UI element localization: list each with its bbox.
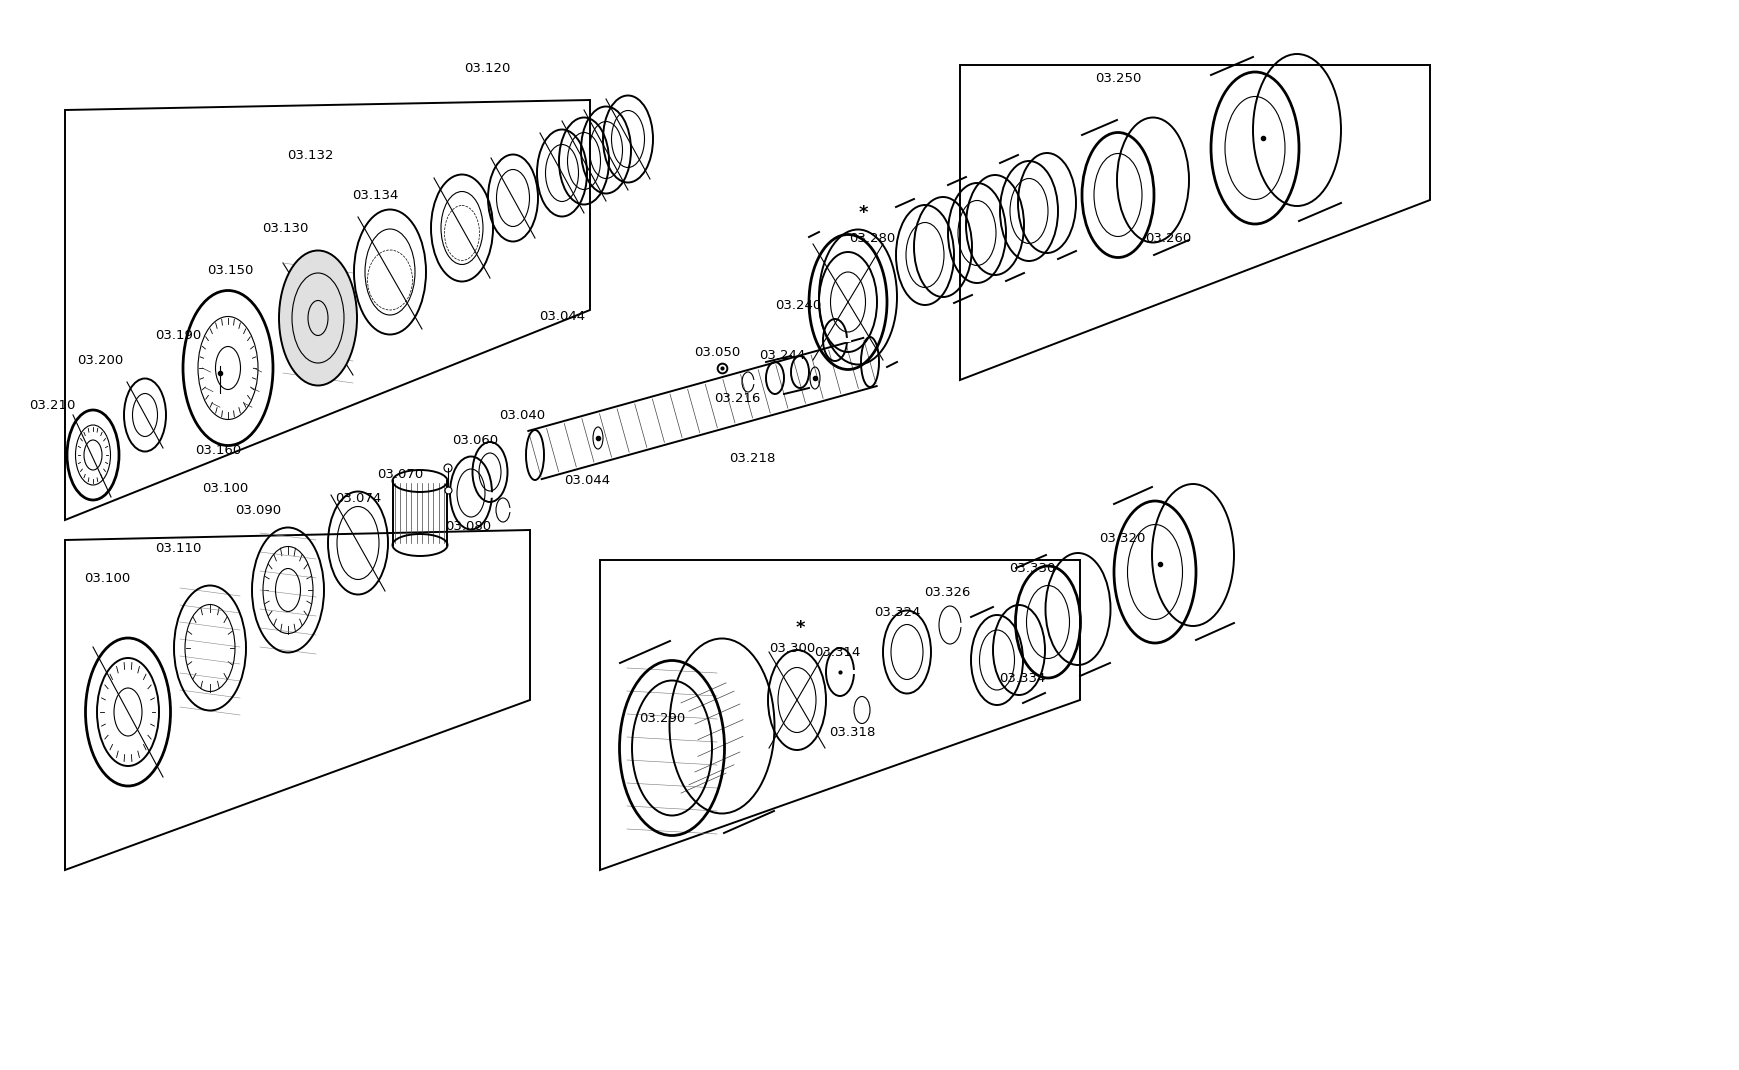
Text: 03.216: 03.216 <box>713 392 760 404</box>
Text: 03.090: 03.090 <box>235 504 282 517</box>
Text: *: * <box>857 204 868 221</box>
Text: 03.130: 03.130 <box>261 221 308 234</box>
Text: 03.210: 03.210 <box>30 398 75 412</box>
Text: 03.320: 03.320 <box>1099 532 1144 545</box>
Text: 03.044: 03.044 <box>563 474 610 487</box>
Text: 03.260: 03.260 <box>1144 231 1191 245</box>
Text: 03.080: 03.080 <box>445 520 490 534</box>
Text: 03.074: 03.074 <box>334 491 381 504</box>
Text: 03.280: 03.280 <box>849 231 894 245</box>
Text: 03.120: 03.120 <box>464 61 510 75</box>
Text: 03.110: 03.110 <box>155 541 202 554</box>
Text: 03.070: 03.070 <box>377 469 423 482</box>
Polygon shape <box>64 100 590 520</box>
Text: 03.134: 03.134 <box>351 188 398 201</box>
Text: 03.150: 03.150 <box>207 263 254 276</box>
Text: 03.314: 03.314 <box>814 645 859 658</box>
Text: 03.240: 03.240 <box>774 299 821 311</box>
Text: 03.250: 03.250 <box>1094 72 1141 85</box>
Text: 03.218: 03.218 <box>729 452 776 464</box>
Text: 03.040: 03.040 <box>499 409 544 422</box>
Text: 03.100: 03.100 <box>202 482 249 494</box>
Text: 03.160: 03.160 <box>195 443 242 457</box>
Text: 03.300: 03.300 <box>769 642 814 655</box>
Polygon shape <box>960 65 1429 380</box>
Polygon shape <box>64 530 530 870</box>
Text: 03.324: 03.324 <box>873 606 920 618</box>
Polygon shape <box>600 560 1080 870</box>
Text: 03.060: 03.060 <box>452 433 497 446</box>
Text: 03.190: 03.190 <box>155 328 202 341</box>
Text: 03.044: 03.044 <box>539 309 584 322</box>
Ellipse shape <box>278 250 356 385</box>
Text: 03.326: 03.326 <box>923 585 970 598</box>
Text: 03.100: 03.100 <box>83 571 130 584</box>
Text: 03.334: 03.334 <box>998 672 1045 685</box>
Text: 03.050: 03.050 <box>694 346 739 358</box>
Text: 03.132: 03.132 <box>287 149 334 162</box>
Text: 03.244: 03.244 <box>758 349 805 362</box>
Text: 03.290: 03.290 <box>638 712 685 724</box>
Text: *: * <box>795 620 803 637</box>
Text: 03.318: 03.318 <box>828 727 875 739</box>
Text: 03.330: 03.330 <box>1009 562 1054 575</box>
Text: 03.200: 03.200 <box>77 353 123 367</box>
